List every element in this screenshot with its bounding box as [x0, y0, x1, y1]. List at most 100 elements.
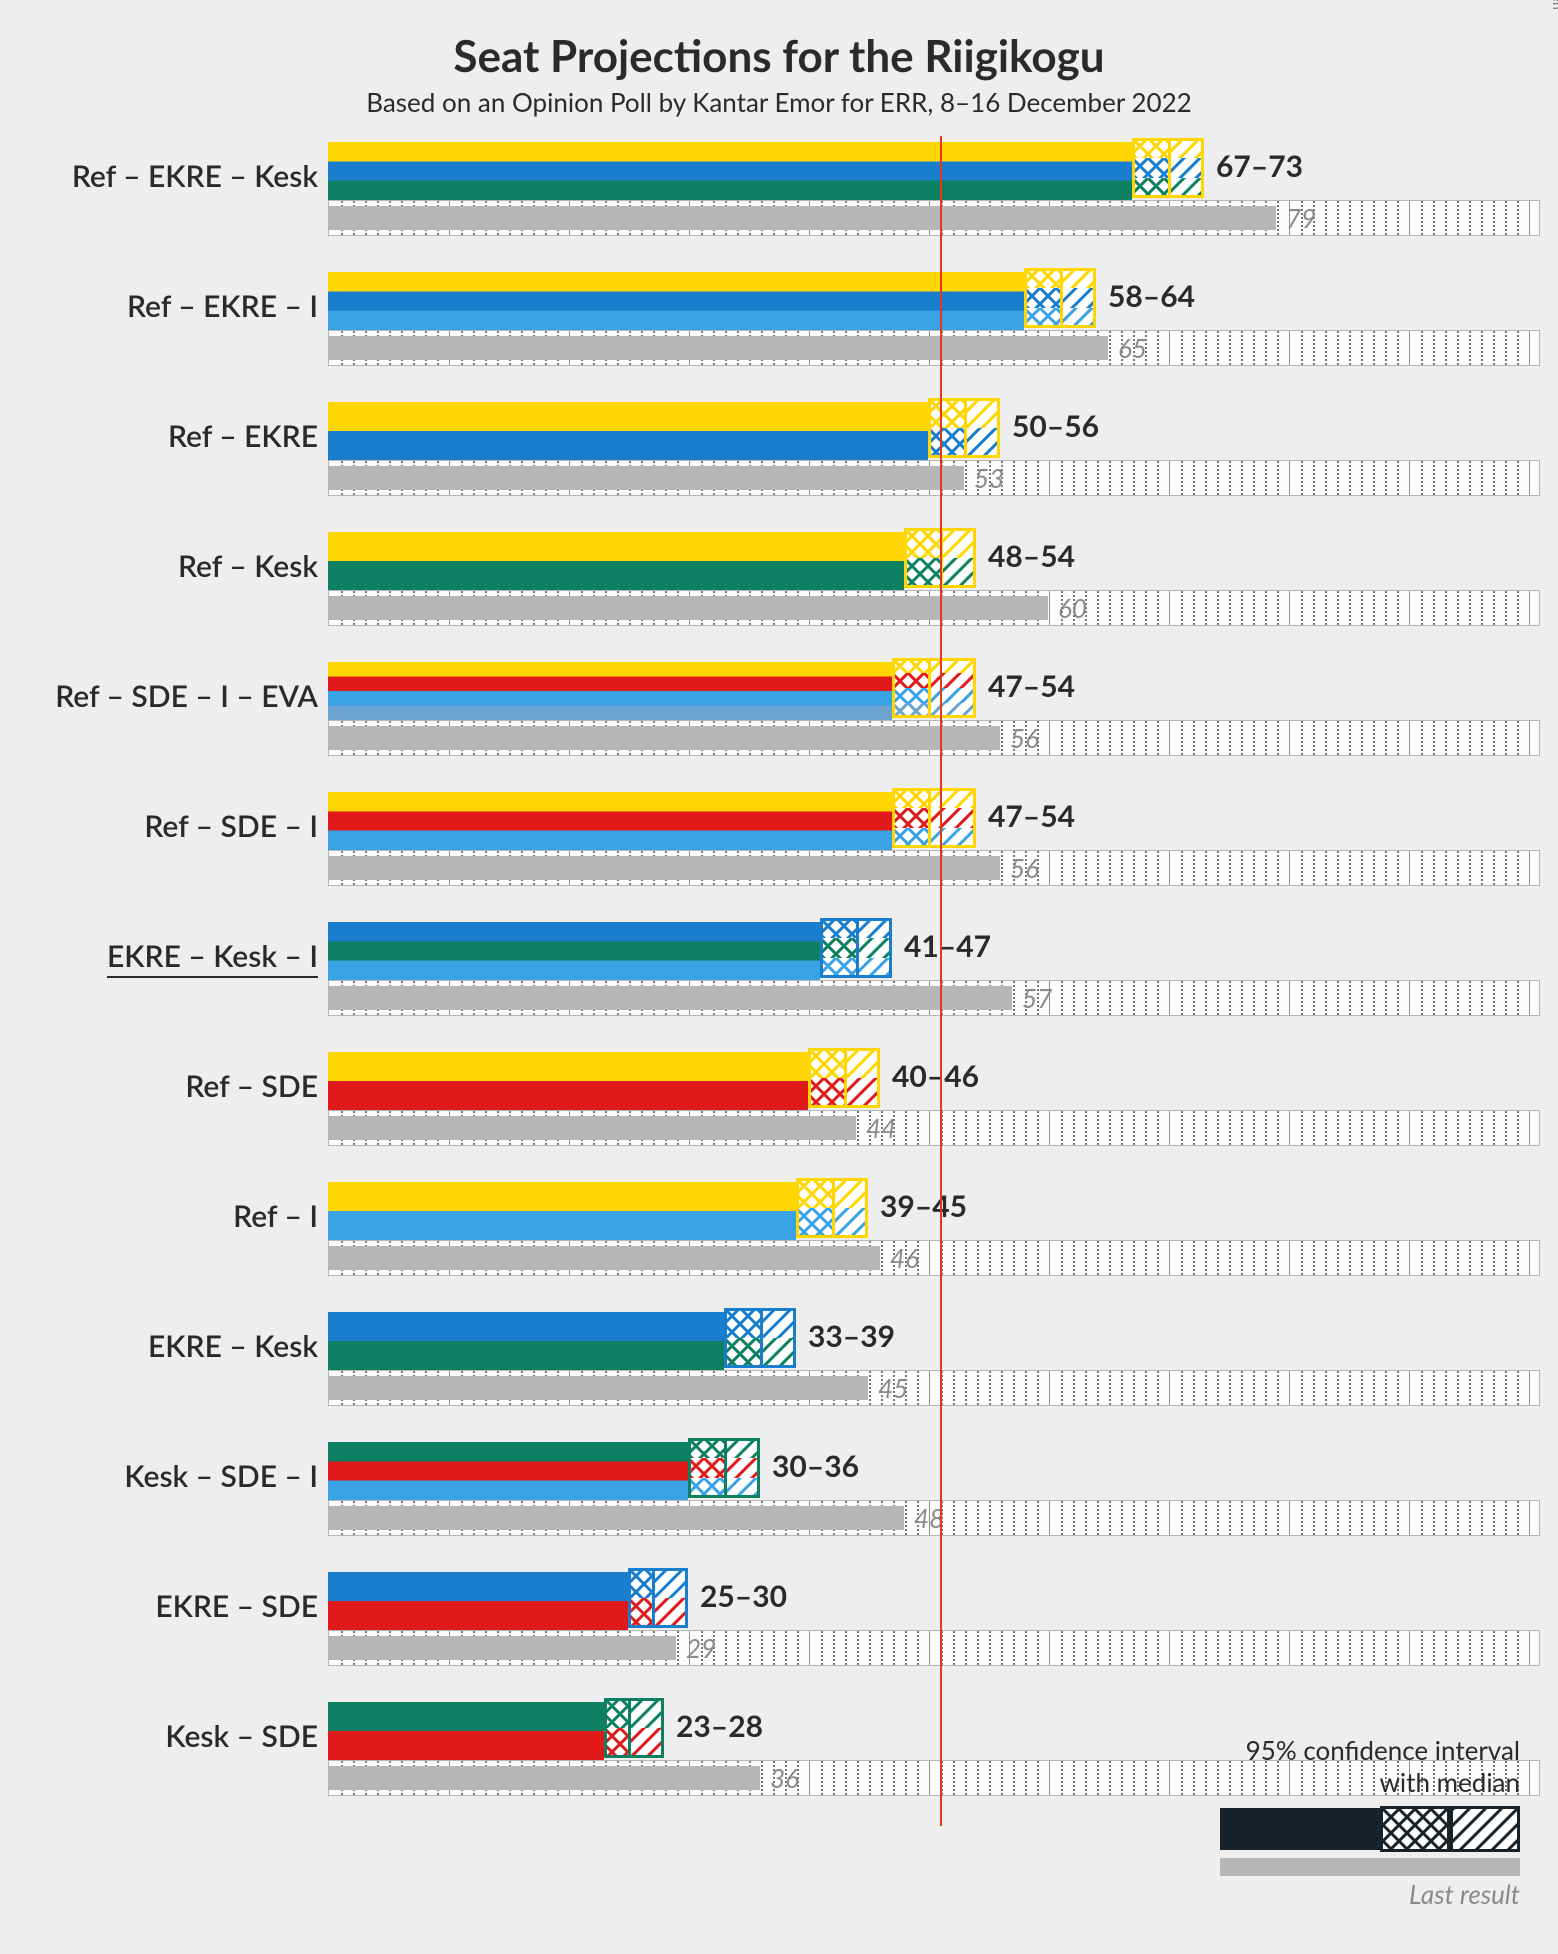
last-result-bar: [328, 726, 1000, 750]
last-result-label: 53: [974, 462, 1004, 494]
ci-median-line: [760, 1308, 763, 1368]
ci-value-label: 58–64: [1108, 278, 1195, 314]
last-result-bar: [328, 1246, 880, 1270]
bar-area: 47–54 56: [328, 656, 1530, 786]
projection-bar: [328, 1572, 628, 1630]
last-result-label: 56: [1010, 852, 1039, 884]
projection-bar: [328, 1052, 808, 1110]
projection-bar: [328, 272, 1024, 330]
coalition-row: Ref – I 39–45 46: [28, 1176, 1530, 1306]
projection-bar: [328, 792, 892, 850]
last-result-label: 65: [1118, 332, 1147, 364]
coalition-chart: Ref – EKRE – Kesk67–7379Ref – EKRE – I58…: [28, 136, 1530, 1826]
ci-median-line: [856, 918, 859, 978]
bar-area: 30–3648: [328, 1436, 1530, 1566]
projection-bar: [328, 532, 904, 590]
coalition-row: Ref – EKRE 50–5653: [28, 396, 1530, 526]
legend-last-bar: [1220, 1858, 1520, 1876]
ci-value-label: 47–54: [988, 798, 1075, 834]
ci-value-label: 23–28: [676, 1708, 763, 1744]
bar-area: 47–54 56: [328, 786, 1530, 916]
coalition-row: Ref – SDE – I47–5456: [28, 786, 1530, 916]
ci-median-line: [928, 788, 931, 848]
coalition-row: Ref – EKRE – Kesk 67–73 79: [28, 136, 1530, 266]
last-result-bar: [328, 466, 964, 490]
coalition-label: Kesk – SDE – I: [28, 1458, 318, 1494]
projection-bar: [328, 402, 928, 460]
projection-bar: [328, 1312, 724, 1370]
coalition-row: Ref – SDE40–4644: [28, 1046, 1530, 1176]
last-result-label: 79: [1286, 202, 1316, 234]
coalition-row: EKRE – SDE 25–30 29: [28, 1566, 1530, 1696]
coalition-row: Ref – Kesk 48–54 60: [28, 526, 1530, 656]
chart-subtitle: Based on an Opinion Poll by Kantar Emor …: [0, 86, 1558, 118]
ci-value-label: 25–30: [700, 1578, 787, 1614]
ci-value-label: 33–39: [808, 1318, 895, 1354]
coalition-label: EKRE – Kesk: [28, 1328, 318, 1364]
coalition-row: Kesk – SDE – I 30–3648: [28, 1436, 1530, 1566]
projection-bar: [328, 662, 892, 720]
coalition-row: EKRE – Kesk – I 41–4757: [28, 916, 1530, 1046]
last-result-label: 44: [866, 1112, 896, 1144]
last-result-label: 56: [1010, 722, 1039, 754]
ci-value-label: 30–36: [772, 1448, 859, 1484]
last-result-label: 60: [1058, 592, 1087, 624]
last-result-bar: [328, 1766, 760, 1790]
last-result-label: 46: [890, 1242, 919, 1274]
last-result-label: 45: [878, 1372, 908, 1404]
projection-bar: [328, 142, 1132, 200]
last-result-bar: [328, 986, 1012, 1010]
ci-median-line: [964, 398, 967, 458]
coalition-label: Kesk – SDE: [28, 1718, 318, 1754]
ci-value-label: 47–54: [988, 668, 1075, 704]
coalition-label: EKRE – Kesk – I: [28, 938, 318, 974]
ci-median-line: [628, 1698, 631, 1758]
projection-bar: [328, 1702, 604, 1760]
coalition-label: Ref – I: [28, 1198, 318, 1234]
ci-median-line: [928, 658, 931, 718]
legend: 95% confidence interval with median Last…: [1220, 1734, 1520, 1910]
last-result-label: 36: [770, 1762, 799, 1794]
ci-median-line: [1168, 138, 1171, 198]
ci-value-label: 39–45: [880, 1188, 967, 1224]
coalition-label: Ref – EKRE – Kesk: [28, 158, 318, 194]
coalition-row: Ref – EKRE – I58–6465: [28, 266, 1530, 396]
coalition-row: Ref – SDE – I – EVA 47–54 56: [28, 656, 1530, 786]
coalition-label: EKRE – SDE: [28, 1588, 318, 1624]
legend-swatch: [1220, 1802, 1520, 1856]
ci-median-line: [832, 1178, 835, 1238]
ci-median-line: [724, 1438, 727, 1498]
ci-value-label: 40–46: [892, 1058, 979, 1094]
last-result-label: 29: [686, 1632, 716, 1664]
ci-value-label: 50–56: [1012, 408, 1099, 444]
ci-median-line: [844, 1048, 847, 1108]
bar-area: 39–45 46: [328, 1176, 1530, 1306]
coalition-row: EKRE – Kesk 33–39 45: [28, 1306, 1530, 1436]
ci-value-label: 67–73: [1216, 148, 1303, 184]
bar-area: 67–73 79: [328, 136, 1530, 266]
ci-value-label: 41–47: [904, 928, 991, 964]
coalition-label: Ref – SDE – I – EVA: [28, 678, 318, 714]
projection-bar: [328, 1442, 688, 1500]
chart-title: Seat Projections for the Riigikogu: [0, 0, 1558, 82]
coalition-label: Ref – EKRE: [28, 418, 318, 454]
ci-median-line: [652, 1568, 655, 1628]
legend-ci-line2: with median: [1220, 1766, 1520, 1798]
last-result-bar: [328, 856, 1000, 880]
coalition-label: Ref – Kesk: [28, 548, 318, 584]
bar-area: 41–4757: [328, 916, 1530, 1046]
last-result-bar: [328, 206, 1276, 230]
majority-threshold-line: [940, 136, 942, 1826]
last-result-bar: [328, 1376, 868, 1400]
ci-value-label: 48–54: [988, 538, 1075, 574]
projection-bar: [328, 1182, 796, 1240]
bar-area: 33–39 45: [328, 1306, 1530, 1436]
bar-area: 50–5653: [328, 396, 1530, 526]
last-result-bar: [328, 1506, 904, 1530]
bar-area: 25–30 29: [328, 1566, 1530, 1696]
legend-ci-line1: 95% confidence interval: [1220, 1734, 1520, 1766]
legend-last-label: Last result: [1220, 1878, 1520, 1910]
copyright-text: © 2022 Filip van Laenen: [1550, 0, 1558, 10]
ci-median-line: [1060, 268, 1063, 328]
last-result-bar: [328, 336, 1108, 360]
